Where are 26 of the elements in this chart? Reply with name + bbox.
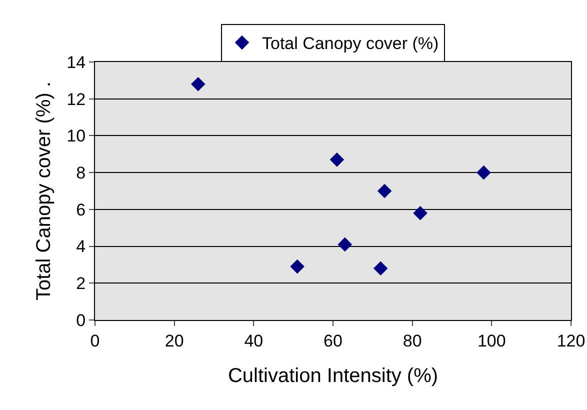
x-tick-label: 60: [324, 331, 342, 350]
x-tick-label: 80: [402, 331, 422, 350]
point: [476, 165, 491, 180]
x-axis-title: Cultivation Intensity (%): [228, 364, 438, 387]
point: [190, 76, 206, 92]
y-tick-label: 0: [76, 310, 86, 330]
y-tick-label: 14: [66, 52, 86, 72]
point: [373, 261, 388, 276]
y-tick-label: 8: [76, 164, 86, 183]
point: [290, 259, 304, 274]
y-tick-label: 6: [76, 200, 86, 220]
y-tick-label: 12: [66, 90, 86, 109]
legend-label: Total Canopy cover (%): [262, 34, 439, 54]
x-tick-label: 120: [556, 331, 586, 350]
y-tick-label: 4: [76, 237, 86, 256]
x-tick-label: 100: [477, 331, 506, 350]
point: [377, 184, 392, 198]
point: [330, 152, 344, 167]
point: [338, 237, 352, 252]
x-tick-label: 20: [164, 331, 184, 350]
y-axis-title: Total Canopy cover (%) .: [33, 82, 56, 300]
y-tick-label: 2: [76, 274, 86, 294]
point: [413, 206, 428, 220]
x-tick-label: 0: [90, 331, 100, 350]
y-tick-label: 10: [66, 126, 86, 146]
x-tick-label: 40: [244, 331, 264, 350]
